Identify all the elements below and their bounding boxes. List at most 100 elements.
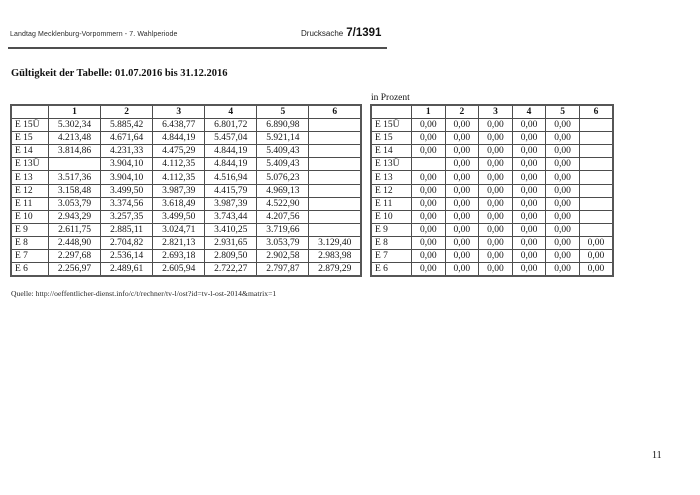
- value-cell: [47, 157, 102, 172]
- value-cell: 5.921,14: [256, 131, 310, 146]
- value-cell: 0,00: [478, 131, 513, 146]
- column-header: 2: [100, 104, 154, 120]
- value-cell: 3.987,39: [204, 196, 258, 211]
- table-row: E 15Ü 0,00 0,00 0,00 0,00 0,00: [370, 118, 614, 133]
- value-cell: 0,00: [511, 262, 547, 277]
- value-cell: 0,00: [545, 157, 580, 172]
- value-cell: 0,00: [444, 222, 480, 237]
- value-cell: [578, 196, 614, 211]
- value-cell: 0,00: [511, 170, 547, 185]
- value-cell: [578, 222, 614, 237]
- column-header: 4: [511, 104, 547, 120]
- table-row: E 10 0,00 0,00 0,00 0,00 0,00: [370, 209, 614, 224]
- column-header: 3: [152, 104, 206, 120]
- value-cell: 5.409,43: [256, 157, 310, 172]
- value-cell: 0,00: [511, 222, 547, 237]
- value-cell: 0,00: [545, 196, 580, 211]
- value-cell: 0,00: [411, 131, 446, 146]
- value-cell: 2.879,29: [308, 262, 362, 277]
- value-cell: 2.797,87: [256, 262, 310, 277]
- table-row: E 13 3.517,36 3.904,10 4.112,35 4.516,94 5.07…: [10, 170, 362, 185]
- row-label: E 14: [370, 144, 412, 159]
- column-header: 6: [578, 104, 614, 120]
- value-cell: 6.890,98: [256, 118, 310, 133]
- table-row: E 11 3.053,79 3.374,56 3.618,49 3.987,39 4.52…: [10, 196, 362, 211]
- row-label: E 15: [10, 131, 49, 146]
- value-cell: 0,00: [511, 235, 547, 251]
- value-cell: 4.969,13: [256, 183, 310, 198]
- value-cell: 0,00: [545, 183, 580, 198]
- row-label: E 14: [10, 144, 49, 159]
- value-cell: 2.885,11: [100, 222, 154, 237]
- page-number: 11: [652, 450, 662, 461]
- value-cell: 3.618,49: [152, 196, 206, 211]
- column-header: 2: [444, 104, 480, 120]
- value-cell: 3.499,50: [100, 183, 154, 198]
- value-cell: 2.693,18: [152, 249, 206, 264]
- row-label: E 13: [370, 170, 412, 185]
- column-header: 5: [256, 104, 310, 120]
- value-cell: 3.158,48: [47, 183, 102, 198]
- value-cell: 5.409,43: [256, 144, 310, 159]
- value-cell: 0,00: [411, 196, 446, 211]
- drucksache-number: 7/1391: [346, 27, 382, 39]
- table-row: E 7 0,00 0,00 0,00 0,00 0,00 0,00: [370, 249, 614, 264]
- value-cell: 3.053,79: [256, 235, 310, 251]
- value-cell: 0,00: [444, 249, 480, 264]
- value-cell: 3.904,10: [100, 170, 154, 185]
- value-cell: 0,00: [444, 131, 480, 146]
- value-cell: 3.904,10: [100, 157, 154, 172]
- row-label: E 8: [370, 235, 412, 251]
- table-row: E 15 4.213,48 4.671,64 4.844,19 5.457,04 5.92…: [10, 131, 362, 146]
- corner-cell: [370, 104, 412, 120]
- value-cell: [308, 157, 362, 172]
- value-cell: 4.415,79: [204, 183, 258, 198]
- value-cell: [308, 222, 362, 237]
- value-cell: 2.821,13: [152, 235, 206, 251]
- row-label: E 15Ü: [10, 118, 49, 133]
- value-cell: [308, 131, 362, 146]
- value-cell: 0,00: [511, 144, 547, 159]
- table-row: E 6 0,00 0,00 0,00 0,00 0,00 0,00: [370, 262, 614, 277]
- value-cell: 0,00: [411, 183, 446, 198]
- row-label: E 9: [10, 222, 49, 237]
- value-cell: 0,00: [478, 196, 513, 211]
- row-label: E 6: [10, 262, 49, 277]
- value-cell: 2.722,27: [204, 262, 258, 277]
- value-cell: [308, 183, 362, 198]
- table-row: E 13 0,00 0,00 0,00 0,00 0,00: [370, 170, 614, 185]
- value-cell: 0,00: [411, 170, 446, 185]
- value-cell: 0,00: [545, 262, 580, 277]
- value-cell: 2.489,61: [100, 262, 154, 277]
- corner-cell: [10, 104, 49, 120]
- value-cell: [308, 196, 362, 211]
- value-cell: [578, 157, 614, 172]
- value-cell: 2.256,97: [47, 262, 102, 277]
- value-cell: 3.257,35: [100, 209, 154, 224]
- value-cell: 2.943,29: [47, 209, 102, 224]
- value-cell: 2.809,50: [204, 249, 258, 264]
- value-cell: [308, 209, 362, 224]
- value-cell: [578, 131, 614, 146]
- value-cell: 5.076,23: [256, 170, 310, 185]
- value-cell: 0,00: [511, 196, 547, 211]
- validity-title: Gültigkeit der Tabelle: 01.07.2016 bis 3…: [11, 68, 228, 79]
- value-cell: 0,00: [444, 157, 480, 172]
- table-row: E 15Ü 5.302,34 5.885,42 6.438,77 6.801,72 6.8…: [10, 118, 362, 133]
- table-row: E 10 2.943,29 3.257,35 3.499,50 3.743,44 4.20…: [10, 209, 362, 224]
- value-cell: 0,00: [578, 262, 614, 277]
- value-cell: 4.844,19: [152, 131, 206, 146]
- value-cell: 0,00: [511, 249, 547, 264]
- value-cell: 0,00: [511, 157, 547, 172]
- value-cell: 0,00: [478, 262, 513, 277]
- value-cell: 0,00: [478, 209, 513, 224]
- value-cell: 0,00: [411, 262, 446, 277]
- value-cell: 0,00: [478, 170, 513, 185]
- column-header: 5: [545, 104, 580, 120]
- header-divider-rule: [8, 47, 387, 49]
- row-label: E 15: [370, 131, 412, 146]
- table-row: E 9 0,00 0,00 0,00 0,00 0,00: [370, 222, 614, 237]
- value-cell: 5.302,34: [47, 118, 102, 133]
